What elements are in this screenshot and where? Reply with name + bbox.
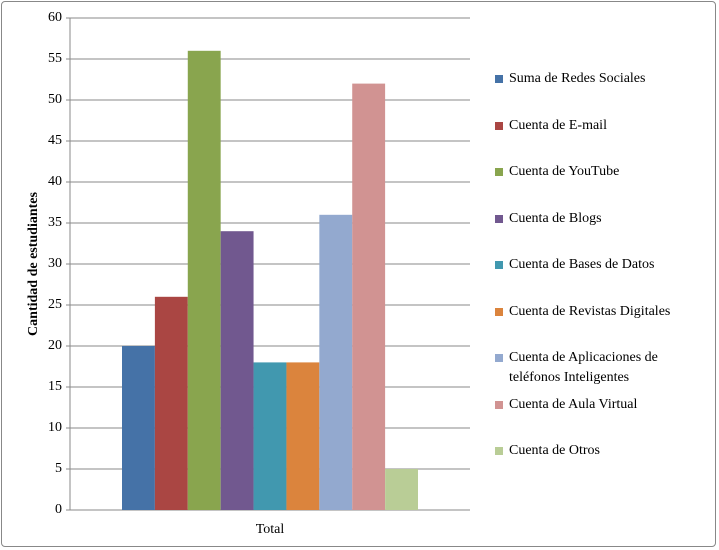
x-tick-label: Total [256, 522, 285, 537]
y-tick-label: 5 [55, 461, 62, 476]
legend-label: Cuenta de Bases de Datos [509, 257, 655, 272]
legend-item: Cuenta de Aplicaciones de teléfonos Inte… [495, 348, 705, 388]
legend-swatch [495, 400, 503, 409]
y-tick-label: 15 [48, 379, 62, 394]
legend-label: Cuenta de Aula Virtual [509, 396, 638, 412]
legend-item: Cuenta de Revistas Digitales [495, 302, 705, 322]
bar [122, 346, 155, 510]
legend-label: Cuenta de Revistas Digitales [509, 303, 671, 319]
legend-swatch [495, 307, 503, 316]
y-tick-label: 30 [48, 256, 62, 271]
bar [253, 362, 287, 510]
y-tick-label: 60 [48, 10, 62, 25]
legend-swatch [495, 261, 503, 269]
legend-swatch [495, 168, 503, 176]
legend-swatch [495, 447, 503, 455]
y-tick-label: 35 [48, 215, 62, 230]
bar [352, 83, 386, 510]
legend-swatch [495, 354, 503, 362]
bar [319, 214, 353, 511]
y-tick-label: 25 [48, 297, 62, 312]
legend-item: Cuenta de Blogs [495, 209, 705, 229]
y-tick-label: 0 [55, 502, 62, 517]
legend-label: Cuenta de Otros [509, 443, 600, 458]
legend-item: Suma de Redes Sociales [495, 69, 705, 89]
legend-label: Suma de Redes Sociales [509, 71, 646, 86]
legend-label: Cuenta de Blogs [509, 210, 602, 226]
legend-label: Cuenta de E-mail [509, 117, 607, 133]
y-tick-label: 50 [48, 92, 62, 107]
bar [385, 469, 418, 510]
y-tick-label: 10 [48, 420, 62, 435]
legend-label: Cuenta de Aplicaciones de teléfonos Inte… [509, 350, 658, 385]
bar [220, 231, 254, 510]
legend-item: Cuenta de Bases de Datos [495, 255, 705, 275]
bar [286, 362, 320, 510]
y-tick-label: 20 [48, 338, 62, 353]
legend-swatch [495, 121, 503, 130]
legend-label: Cuenta de YouTube [509, 164, 620, 179]
y-tick-label: 45 [48, 133, 62, 148]
legend-swatch [495, 214, 503, 223]
legend-item: Cuenta de E-mail [495, 116, 705, 136]
legend-item: Cuenta de Otros [495, 441, 705, 461]
legend-item: Cuenta de YouTube [495, 162, 705, 182]
y-tick-label: 55 [48, 51, 62, 66]
y-axis-label: Cantidad de estudiantes [26, 191, 41, 335]
y-tick-label: 40 [48, 174, 62, 189]
bar [187, 50, 221, 511]
legend-item: Cuenta de Aula Virtual [495, 395, 705, 415]
bar [154, 296, 188, 510]
legend-swatch [495, 75, 503, 83]
